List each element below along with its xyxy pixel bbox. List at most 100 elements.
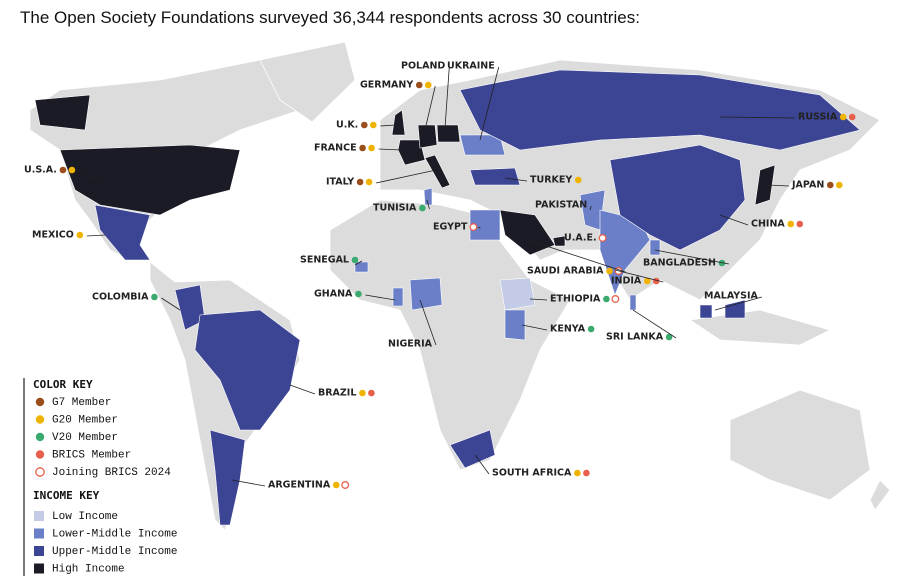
page-title: The Open Society Foundations surveyed 36… [20, 8, 640, 27]
country-label: TURKEY [530, 175, 572, 186]
key-swatch [34, 511, 44, 521]
key-swatch [34, 528, 44, 539]
member-dot [35, 467, 45, 477]
member-dot [356, 178, 364, 186]
member-dot [574, 469, 581, 477]
country-label: ETHIOPIA [550, 294, 601, 305]
key-label: BRICS Member [52, 449, 131, 461]
leader-line [589, 205, 592, 211]
leader-line [714, 296, 763, 311]
key-swatch [34, 563, 44, 574]
member-dot [359, 389, 366, 397]
member-dot [35, 397, 45, 407]
country-shape [699, 304, 713, 319]
key-label: G7 Member [52, 397, 111, 409]
leader-line [504, 177, 528, 182]
member-dot [603, 295, 610, 303]
key-title: INCOME KEY [33, 489, 100, 502]
member-dot [76, 231, 84, 239]
key-label: G20 Member [52, 414, 118, 426]
country-labels: U.S.A. MEXICO COLOMBIA BRAZIL ARGENTINA U.K. F… [24, 61, 856, 491]
member-dot [665, 333, 673, 341]
leader-line [78, 170, 101, 181]
country-shape [209, 429, 246, 526]
member-dot [652, 277, 660, 285]
leader-line [477, 226, 481, 229]
member-dot [583, 469, 590, 477]
country-label: U.A.E. [564, 233, 597, 244]
country-shape [459, 69, 861, 151]
country-shape [754, 164, 776, 206]
country-label: CHINA [751, 219, 785, 230]
country-shape [469, 209, 501, 241]
legend: COLOR KEY G7 Member G20 Member V20 Member BR… [33, 378, 177, 575]
country-shape [436, 124, 461, 143]
leader-line [161, 297, 181, 311]
member-dot [151, 293, 158, 301]
country-label: EGYPT [433, 222, 468, 233]
member-dot [359, 144, 366, 152]
leader-line [719, 214, 749, 226]
country-shape [504, 309, 526, 341]
member-dot [368, 389, 375, 397]
country-shape [423, 187, 433, 206]
leader-line [380, 124, 396, 127]
key-label: Lower-Middle Income [52, 528, 177, 540]
member-dot [35, 415, 45, 424]
member-dot [611, 295, 620, 303]
leader-line [365, 294, 396, 301]
member-dot [419, 204, 426, 212]
member-dot [68, 166, 76, 174]
country-shape [391, 109, 406, 136]
leader-line [479, 66, 500, 141]
leader-line [527, 239, 626, 273]
leader-line [426, 199, 430, 210]
country-shape [409, 277, 443, 311]
country-label: TUNISIA [373, 203, 417, 214]
leader-line [231, 479, 266, 487]
leader-line [529, 298, 548, 301]
leader-line [376, 169, 437, 184]
country-shape [417, 124, 438, 149]
country-shape [449, 429, 496, 469]
country-label: SENEGAL [300, 255, 349, 266]
leader-line [289, 384, 316, 395]
leader-line [444, 66, 450, 129]
member-dot [826, 181, 834, 189]
country-label: SRI LANKA [606, 332, 664, 343]
member-dot [469, 223, 478, 231]
country-label: SOUTH AFRICA [492, 468, 572, 479]
country-shape [59, 144, 241, 216]
country-label: POLAND [401, 61, 445, 72]
country-shape [397, 139, 426, 166]
leader-line [719, 116, 796, 119]
country-label: U.K. [336, 120, 358, 131]
leader-line [378, 148, 403, 151]
key-swatch [34, 546, 44, 556]
member-dot [415, 81, 423, 89]
leader-line [86, 234, 106, 237]
key-label: Joining BRICS 2024 [52, 467, 171, 479]
key-label: V20 Member [52, 432, 118, 444]
member-dot [355, 290, 362, 298]
country-shape [629, 294, 637, 311]
key-label: High Income [52, 563, 125, 575]
member-dot [351, 256, 359, 264]
leader-line [632, 309, 677, 339]
country-shape [552, 235, 566, 247]
country-shape [499, 277, 536, 311]
country-label: ARGENTINA [268, 480, 331, 491]
member-dot [848, 113, 856, 121]
member-dot [365, 178, 373, 186]
country-label: RUSSIA [798, 112, 838, 123]
country-shape [194, 309, 301, 431]
country-label: FRANCE [314, 143, 357, 154]
leader-line [521, 324, 548, 331]
leader-line [654, 249, 729, 265]
country-label: SAUDI ARABIA [527, 266, 604, 277]
key-label: Upper-Middle Income [52, 546, 177, 558]
leader-line [557, 238, 562, 242]
country-shape [354, 261, 369, 273]
country-shape [469, 167, 521, 186]
